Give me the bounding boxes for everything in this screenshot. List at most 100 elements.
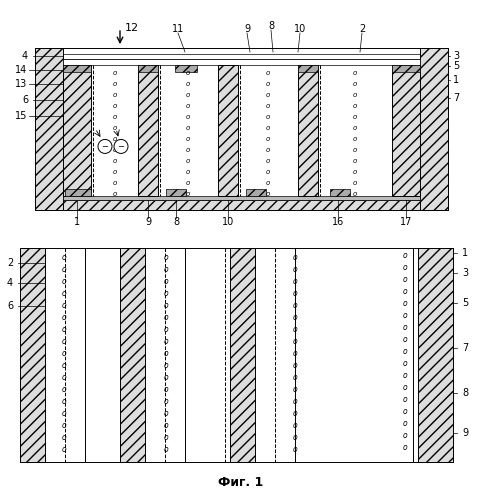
Text: o: o	[61, 386, 66, 394]
Text: o: o	[61, 350, 66, 358]
Bar	[166, 189, 186, 196]
Text: o: o	[164, 254, 168, 262]
Bar	[417, 248, 452, 462]
Text: o: o	[402, 396, 407, 404]
Text: o: o	[291, 398, 296, 406]
Text: o: o	[402, 384, 407, 392]
Text: o: o	[402, 300, 407, 308]
Circle shape	[98, 140, 112, 153]
Bar	[138, 65, 157, 72]
Text: o: o	[291, 446, 296, 454]
Bar	[63, 59, 419, 200]
Text: o: o	[291, 350, 296, 358]
Text: o: o	[164, 302, 168, 310]
Text: o: o	[291, 410, 296, 418]
Text: o: o	[265, 103, 270, 109]
Text: o: o	[352, 70, 356, 76]
Text: 7: 7	[461, 343, 467, 353]
Text: o: o	[164, 290, 168, 298]
Bar	[63, 65, 91, 72]
Text: o: o	[265, 92, 270, 98]
Text: o: o	[112, 136, 116, 142]
Bar	[419, 48, 447, 210]
Text: o: o	[265, 114, 270, 120]
Bar	[35, 48, 447, 59]
Text: o: o	[164, 338, 168, 346]
Text: o: o	[402, 348, 407, 356]
Text: o: o	[402, 432, 407, 440]
Text: 10: 10	[293, 24, 305, 34]
Text: o: o	[291, 326, 296, 334]
Bar	[391, 65, 419, 72]
Text: o: o	[291, 266, 296, 274]
Text: o: o	[185, 169, 190, 175]
Bar	[20, 248, 452, 462]
Text: o: o	[112, 70, 116, 76]
Text: o: o	[185, 125, 190, 131]
Text: o: o	[291, 434, 296, 442]
Text: 14: 14	[15, 65, 27, 75]
Bar	[329, 189, 349, 196]
Text: 4: 4	[22, 51, 28, 61]
Bar	[20, 248, 45, 462]
Text: o: o	[112, 125, 116, 131]
Bar	[229, 248, 254, 462]
Text: o: o	[164, 374, 168, 382]
Bar	[298, 65, 317, 196]
Text: 6: 6	[7, 301, 13, 311]
Text: 2: 2	[358, 24, 364, 34]
Text: o: o	[265, 125, 270, 131]
Text: 13: 13	[15, 79, 27, 89]
Text: 11: 11	[171, 24, 184, 34]
Text: 16: 16	[331, 217, 343, 227]
Text: 9: 9	[461, 428, 467, 438]
Bar	[63, 65, 91, 196]
Text: o: o	[61, 314, 66, 322]
Text: o: o	[291, 338, 296, 346]
Text: 17: 17	[399, 217, 411, 227]
Text: o: o	[402, 264, 407, 272]
Text: 1: 1	[74, 217, 80, 227]
Text: o: o	[164, 362, 168, 370]
Text: o: o	[265, 147, 270, 153]
Text: o: o	[164, 278, 168, 286]
Bar	[35, 200, 447, 210]
Text: o: o	[352, 147, 356, 153]
Text: o: o	[402, 408, 407, 416]
Text: o: o	[112, 169, 116, 175]
Text: o: o	[185, 81, 190, 87]
Text: o: o	[265, 158, 270, 164]
Text: o: o	[291, 278, 296, 286]
Text: o: o	[61, 266, 66, 274]
Text: o: o	[61, 362, 66, 370]
Text: o: o	[265, 191, 270, 197]
Text: o: o	[402, 336, 407, 344]
Text: o: o	[265, 180, 270, 186]
Text: o: o	[112, 180, 116, 186]
Text: 4: 4	[7, 278, 13, 288]
Text: o: o	[61, 290, 66, 298]
Text: o: o	[61, 302, 66, 310]
Text: o: o	[112, 191, 116, 197]
Text: 7: 7	[452, 93, 458, 103]
Text: 12: 12	[125, 23, 139, 33]
Text: o: o	[164, 434, 168, 442]
Text: o: o	[112, 103, 116, 109]
Text: o: o	[352, 103, 356, 109]
Text: o: o	[185, 158, 190, 164]
Text: o: o	[164, 386, 168, 394]
Text: o: o	[352, 92, 356, 98]
Text: o: o	[164, 314, 168, 322]
Text: 9: 9	[144, 217, 151, 227]
Text: o: o	[112, 92, 116, 98]
Text: o: o	[61, 278, 66, 286]
Text: o: o	[402, 360, 407, 368]
Text: o: o	[265, 169, 270, 175]
Text: o: o	[352, 136, 356, 142]
Text: o: o	[112, 158, 116, 164]
Text: Фиг. 1: Фиг. 1	[218, 476, 263, 490]
Text: o: o	[402, 324, 407, 332]
Text: o: o	[291, 362, 296, 370]
Text: 9: 9	[243, 24, 250, 34]
Circle shape	[114, 140, 128, 153]
